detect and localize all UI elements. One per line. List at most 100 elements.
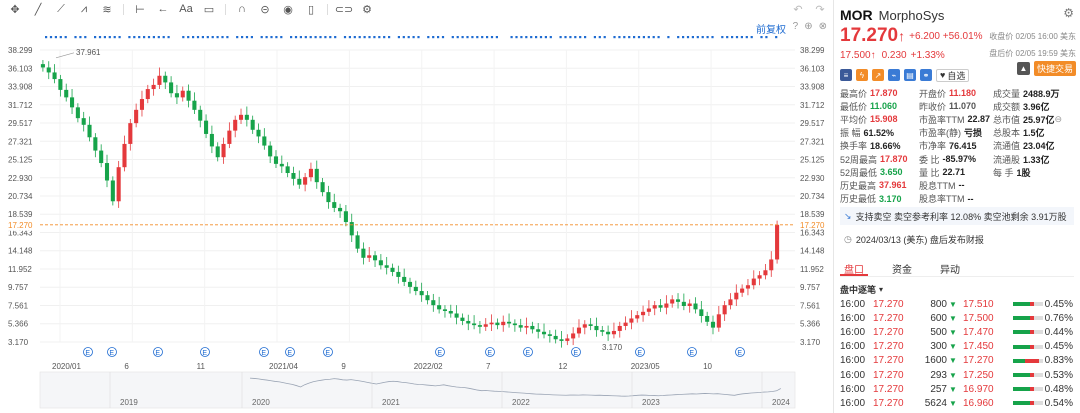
chart-badge-icon[interactable]: ↗ (872, 69, 884, 81)
tick-row: 16:00 17.270 300 ▼ 17.450 0.45% (840, 340, 1074, 354)
candle-body (40, 64, 45, 68)
tick-row: 16:00 17.270 600 ▼ 17.500 0.76% (840, 311, 1074, 325)
candle-body (186, 90, 191, 101)
candle-body (466, 320, 471, 324)
ray-icon[interactable]: ⟋ (57, 2, 65, 15)
line-icon[interactable]: ╱ (34, 3, 42, 16)
price-chart[interactable]: 38.299 38.299 36.103 36.103 33.908 33.908 31.7… (0, 0, 834, 413)
eye-icon[interactable]: ◉ (283, 3, 293, 16)
stat-item: 量 比 22.71 (919, 166, 993, 178)
event-dot (324, 36, 327, 39)
tick-price: 17.270 (873, 369, 904, 381)
note-icon[interactable]: ▭ (203, 3, 215, 16)
event-dot (133, 36, 136, 39)
y-tick-label-left: 31.712 (8, 101, 33, 110)
event-dot (677, 36, 680, 39)
add-watchlist-button[interactable]: ♥ 自选 (936, 68, 970, 82)
stat-value: 11.070 (949, 101, 977, 112)
x-tick-label: 9 (341, 362, 346, 371)
candle-body (308, 168, 313, 178)
candle-body (745, 285, 750, 289)
tick-list-header: 盘中逐笔 ▾ (840, 282, 1074, 296)
collapse-icon[interactable]: ⊖ (1054, 113, 1063, 124)
x-tick-label: 2022/02 (414, 362, 443, 371)
event-dot (657, 36, 660, 39)
settings-icon[interactable]: ⚙ (1063, 6, 1074, 20)
measure-icon[interactable]: ⊢ (135, 3, 145, 16)
tick-price: 17.270 (873, 312, 904, 324)
change-percent: +56.01% (942, 30, 983, 42)
event-dot (520, 36, 523, 39)
y-tick-label-left: 11.952 (8, 265, 32, 274)
graph-badge-icon[interactable]: ⌁ (888, 69, 900, 81)
magnet-icon[interactable]: ∩ (238, 3, 246, 15)
tab-1[interactable]: 资金 (892, 265, 912, 276)
us-flag-icon[interactable]: ≡ (840, 69, 852, 81)
tick-ratio-bar (1013, 373, 1043, 378)
event-dot (138, 36, 141, 39)
tick-percent: 0.44% (1044, 326, 1073, 338)
fib-icon[interactable]: ≋ (102, 3, 112, 16)
event-dot (157, 36, 160, 39)
event-dot (103, 36, 106, 39)
y-tick-label-right: 29.517 (800, 119, 825, 128)
earnings-info[interactable]: ◷ 2024/03/13 (美东) 盘后发布财报 (840, 230, 1074, 248)
redo-icon[interactable]: ↷ (815, 3, 825, 16)
candle-body (291, 173, 296, 179)
adjust-mode-selector[interactable]: 前复权 (756, 25, 786, 36)
link-icon[interactable]: ⊂⊃ (334, 3, 354, 16)
down-arrow-icon: ▼ (949, 370, 957, 380)
y-tick-label-right: 22.930 (800, 174, 825, 183)
event-dot (441, 36, 445, 39)
short-sell-info[interactable]: ↘ 支持卖空 卖空参考利率 12.08% 卖空池剩余 3.91万股 (840, 207, 1074, 225)
event-dot (211, 36, 214, 39)
link-badge-icon[interactable]: ⚭ (920, 69, 932, 81)
tick-bid-price: 16.960 (963, 397, 994, 409)
quote-header: MOR MorphoSys (840, 5, 1080, 25)
bar-green (1013, 401, 1030, 406)
chart-panel: 38.299 38.299 36.103 36.103 33.908 33.908 31.7… (0, 0, 834, 413)
quick-trade-button[interactable]: 快捷交易 (1033, 61, 1076, 76)
alert-bell-icon[interactable]: ▲ (1017, 62, 1030, 75)
tick-list[interactable]: 16:00 17.270 800 ▼ 17.510 0.45% 16:00 17.270 600… (840, 297, 1074, 411)
tab-0[interactable]: 盘口 (840, 259, 868, 276)
event-dot (598, 36, 601, 39)
event-dot (167, 36, 170, 39)
stat-item: 股息TTM -- (919, 179, 993, 191)
undo-icon[interactable]: ↶ (793, 3, 803, 16)
tick-volume: 300 (930, 341, 947, 353)
stats-grid: 最高价 17.870 开盘价 11.180 成交量 2488.9万 最低价 11.060 昨收价… (840, 87, 1080, 205)
stat-item (993, 179, 1080, 191)
tick-volume: 5624 (924, 397, 947, 409)
stat-label: 流通股 (993, 154, 1021, 165)
candle-body (501, 321, 506, 326)
move-icon[interactable]: ✥ (10, 3, 20, 16)
event-dot (118, 36, 121, 39)
stat-label: 量 比 (919, 167, 940, 178)
trash-icon[interactable]: ▯ (307, 3, 315, 16)
tick-time: 16:00 (840, 326, 866, 338)
add-icon[interactable]: ⊕ (804, 21, 813, 32)
tick-time: 16:00 (840, 397, 866, 409)
lock-icon[interactable]: ⊝ (260, 3, 270, 16)
candle-body (52, 72, 57, 80)
close-icon[interactable]: ⊗ (818, 21, 827, 32)
chevron-down-icon[interactable]: ▾ (879, 284, 884, 294)
tab-2[interactable]: 异动 (940, 265, 960, 276)
down-arrow-icon: ▼ (949, 398, 957, 408)
candle-body (728, 299, 733, 306)
candle-body (81, 118, 86, 125)
event-dot (691, 36, 694, 39)
lightning-icon[interactable]: ϟ (856, 69, 868, 81)
candle-body (635, 315, 640, 319)
candle-body (174, 93, 179, 98)
bar-green (1013, 330, 1030, 335)
document-icon[interactable]: ▤ (904, 69, 916, 81)
help-icon[interactable]: ? (792, 21, 799, 32)
pattern-icon[interactable]: ⩘ (80, 2, 88, 15)
arrow-icon[interactable]: ← (157, 3, 169, 15)
settings-icon[interactable]: ⚙ (362, 3, 372, 16)
stat-value: 76.415 (949, 140, 977, 151)
text-icon[interactable]: Aa (179, 3, 193, 15)
candle-body (198, 109, 203, 121)
